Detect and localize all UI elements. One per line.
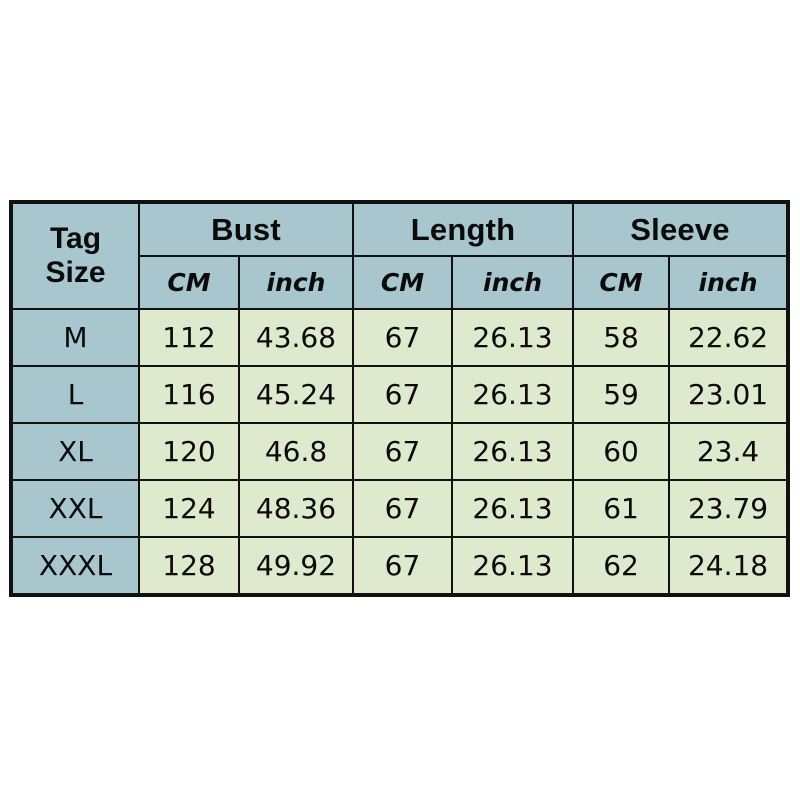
cell-bust-cm: 128	[138, 536, 240, 596]
header-bust-inch: inch	[238, 255, 354, 310]
table-header: Tag Size Bust Length Sleeve CM inch CM i…	[10, 201, 790, 310]
header-tag-size: Tag Size	[10, 201, 140, 310]
cell-bust-cm: 124	[138, 479, 240, 538]
table-row: M 112 43.68 67 26.13 58 22.62	[10, 308, 790, 367]
cell-length-cm: 67	[352, 536, 453, 596]
header-group-bust: Bust	[138, 201, 354, 257]
cell-length-inch: 26.13	[450, 308, 575, 367]
cell-bust-inch: 49.92	[238, 536, 354, 596]
row-size-label: XXXL	[10, 536, 140, 596]
cell-bust-inch: 45.24	[238, 365, 354, 424]
header-sleeve-cm: CM	[572, 255, 671, 310]
cell-sleeve-inch: 22.62	[668, 308, 790, 367]
header-tag-size-line2: Size	[45, 256, 106, 289]
header-group-sleeve: Sleeve	[572, 201, 790, 257]
cell-bust-inch: 46.8	[238, 422, 354, 481]
cell-sleeve-inch: 23.4	[668, 422, 790, 481]
header-bust-cm: CM	[138, 255, 240, 310]
cell-bust-cm: 112	[138, 308, 240, 367]
header-unit-row: CM inch CM inch CM inch	[11, 255, 790, 310]
cell-sleeve-cm: 59	[572, 365, 671, 424]
row-size-label: XL	[10, 422, 140, 481]
row-size-label: L	[10, 365, 140, 424]
cell-bust-inch: 48.36	[238, 479, 354, 538]
row-size-label: M	[10, 308, 140, 367]
table-body: M 112 43.68 67 26.13 58 22.62 L 116 45.2…	[10, 308, 790, 596]
table-row: L 116 45.24 67 26.13 59 23.01	[10, 365, 790, 424]
cell-sleeve-cm: 62	[572, 536, 671, 596]
cell-length-cm: 67	[352, 365, 453, 424]
cell-length-inch: 26.13	[450, 365, 575, 424]
table-row: XXXL 128 49.92 67 26.13 62 24.18	[10, 536, 790, 596]
cell-bust-inch: 43.68	[238, 308, 354, 367]
cell-sleeve-inch: 23.79	[668, 479, 790, 538]
cell-length-cm: 67	[352, 308, 453, 367]
table-row: XXL 124 48.36 67 26.13 61 23.79	[10, 479, 790, 538]
cell-sleeve-inch: 24.18	[668, 536, 790, 596]
size-chart-container: Tag Size Bust Length Sleeve CM inch CM i…	[9, 200, 791, 597]
cell-length-cm: 67	[352, 422, 453, 481]
cell-bust-cm: 116	[138, 365, 240, 424]
header-tag-size-line1: Tag	[49, 222, 102, 256]
cell-sleeve-cm: 60	[572, 422, 671, 481]
cell-length-inch: 26.13	[450, 536, 575, 596]
header-sleeve-inch: inch	[668, 255, 790, 310]
header-length-cm: CM	[352, 255, 453, 310]
cell-sleeve-inch: 23.01	[668, 365, 790, 424]
size-chart-table: Tag Size Bust Length Sleeve CM inch CM i…	[9, 200, 791, 597]
header-group-row: Tag Size Bust Length Sleeve	[10, 201, 790, 310]
cell-length-inch: 26.13	[450, 479, 575, 538]
cell-length-cm: 67	[352, 479, 453, 538]
row-size-label: XXL	[10, 479, 140, 538]
header-group-length: Length	[351, 201, 575, 257]
table-row: XL 120 46.8 67 26.13 60 23.4	[10, 422, 790, 481]
cell-length-inch: 26.13	[450, 422, 575, 481]
header-length-inch: inch	[450, 255, 575, 310]
cell-sleeve-cm: 58	[572, 308, 671, 367]
cell-bust-cm: 120	[138, 422, 240, 481]
cell-sleeve-cm: 61	[572, 479, 671, 538]
